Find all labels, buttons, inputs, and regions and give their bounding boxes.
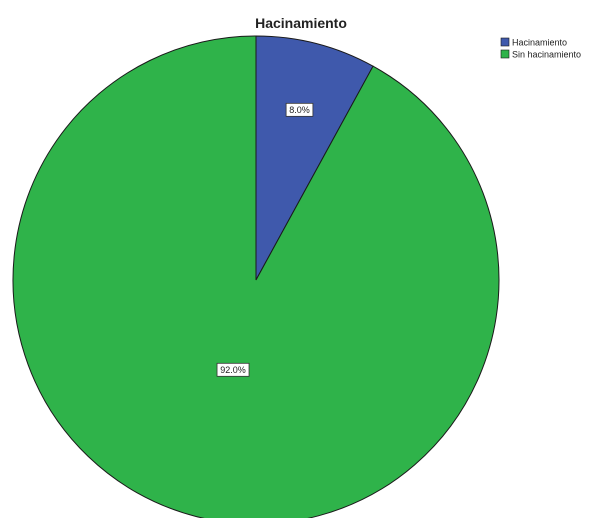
- data-label-2: 92.0%: [216, 362, 250, 377]
- pie-slice-2: [12, 35, 500, 518]
- legend-swatch: [500, 49, 510, 59]
- legend-label: Hacinamiento: [512, 38, 567, 48]
- data-label-1: 8.0%: [285, 102, 314, 117]
- legend-item-2: Sin hacinamiento: [500, 49, 581, 60]
- pie-slices: [12, 35, 500, 518]
- legend-swatch: [500, 37, 510, 47]
- data-label-box: [216, 362, 250, 377]
- legend: Hacinamiento Sin hacinamiento: [500, 37, 581, 60]
- data-label-box: [285, 102, 314, 117]
- data-label-text: 92.0%: [220, 365, 246, 375]
- pie-slice-1: [255, 35, 374, 281]
- data-label-text: 8.0%: [289, 105, 310, 115]
- pie-data-labels: 8.0% 92.0%: [216, 102, 314, 377]
- legend-label: Sin hacinamiento: [512, 50, 581, 60]
- legend-item-1: Hacinamiento: [500, 37, 567, 48]
- chart-title: Hacinamiento: [255, 15, 347, 31]
